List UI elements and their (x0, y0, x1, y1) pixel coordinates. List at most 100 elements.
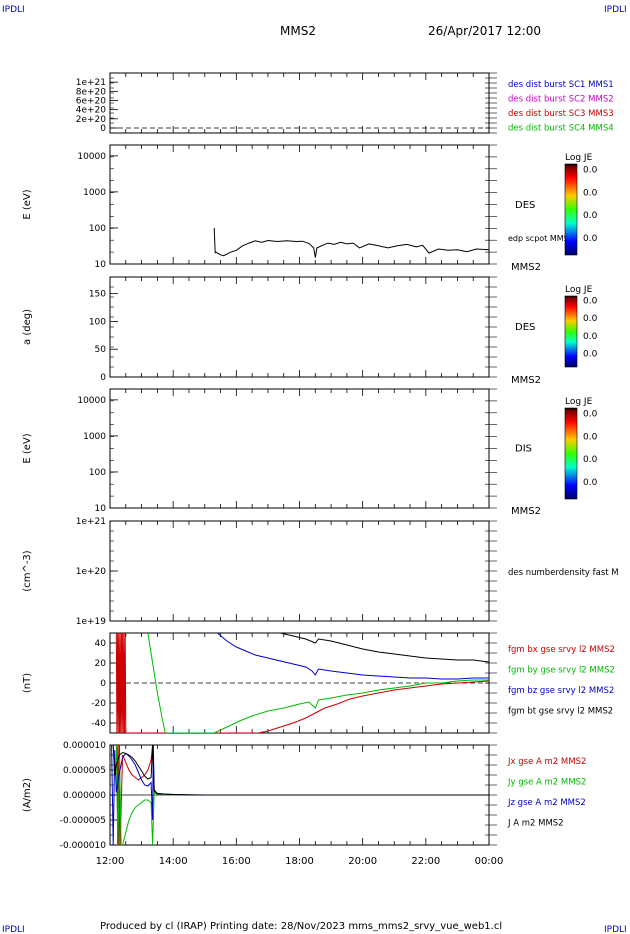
y-tick-label: 6e+20 (76, 97, 107, 107)
time-tick-label: 22:00 (411, 856, 440, 867)
colorbar-tick-label: 0.0 (583, 455, 598, 465)
y-axis-label: E (eV) (22, 189, 33, 219)
y-tick-label: -40 (91, 719, 106, 729)
legend-entry: des dist burst SC4 MMS4 (508, 124, 614, 134)
colorbar-tick-label: 0.0 (583, 350, 598, 360)
legend-entry: J A m2 MMS2 (507, 819, 564, 829)
y-axis-label: (nT) (22, 673, 33, 693)
y-tick-label: 0 (100, 124, 106, 134)
footer-credit: Produced by cl (IRAP) Printing date: 28/… (100, 921, 502, 932)
y-axis-label: E (eV) (22, 433, 33, 463)
y-tick-label: 150 (89, 290, 106, 300)
panel-frame-density (109, 520, 490, 622)
instrument-label: DES (515, 322, 535, 333)
legend-entry: des numberdensity fast M (508, 568, 619, 578)
colorbar-tick-label: 0.0 (583, 188, 598, 198)
legend-entry: Jx gse A m2 MMS2 (507, 757, 586, 767)
y-tick-label: -0.000010 (60, 841, 106, 851)
legend-entry: des dist burst SC3 MMS3 (508, 109, 614, 119)
y-tick-label: 0.000005 (63, 766, 106, 776)
colorbar-tick-label: 0.0 (583, 296, 598, 306)
y-tick-label: 2e+20 (76, 115, 107, 125)
y-tick-label: 1e+19 (76, 617, 107, 627)
legend-entry: fgm bt gse srvy l2 MMS2 (508, 707, 613, 717)
panel-frame-des-pitch (109, 276, 490, 378)
colorbar-tick-label: 0.0 (583, 314, 598, 324)
legend-entry: Jz gse A m2 MMS2 (507, 798, 586, 808)
spacecraft-label: MMS2 (511, 375, 541, 386)
y-tick-label: 1000 (83, 432, 106, 442)
panel-frame-dis-energy (109, 388, 490, 509)
legend-entry: des dist burst SC2 MMS2 (508, 95, 614, 105)
y-tick-label: 1e+21 (76, 78, 106, 88)
y-tick-label: -20 (91, 699, 106, 709)
y-tick-label: 0 (100, 373, 106, 383)
y-tick-label: 1e+21 (76, 517, 106, 527)
legend-entry: fgm bx gse srvy l2 MMS2 (508, 645, 615, 655)
colorbar (564, 295, 578, 368)
y-tick-label: 1e+20 (76, 567, 107, 577)
colorbar-tick-label: 0.0 (583, 332, 598, 342)
colorbar (564, 163, 578, 256)
corner-label-top-left: IPDLI (2, 5, 25, 15)
date-title: 26/Apr/2017 12:00 (428, 24, 541, 38)
colorbar-title: Log JE (565, 153, 593, 163)
series-line (147, 633, 489, 733)
panel-frame-des-energy (109, 144, 490, 265)
colorbar-tick-label: 0.0 (583, 478, 598, 488)
colorbar-tick-label: 0.0 (583, 166, 598, 176)
time-tick-label: 20:00 (348, 856, 377, 867)
corner-label-bottom-right: IPDLI (604, 925, 627, 934)
colorbar (564, 407, 578, 500)
colorbar-tick-label: 0.0 (583, 211, 598, 221)
y-tick-label: 50 (95, 345, 107, 355)
y-axis-label: (cm^-3) (22, 550, 33, 591)
colorbar-title: Log JE (565, 285, 593, 295)
spacecraft-label: MMS2 (511, 506, 541, 517)
y-tick-label: 1000 (83, 188, 106, 198)
time-tick-label: 18:00 (285, 856, 314, 867)
time-tick-label: 12:00 (96, 856, 125, 867)
legend-entry: Jy gse A m2 MMS2 (507, 778, 586, 788)
y-tick-label: 100 (89, 317, 106, 327)
y-axis-label: (A/m2) (22, 778, 33, 812)
y-tick-label: 0.000000 (63, 791, 106, 801)
y-tick-label: -0.000005 (60, 816, 106, 826)
y-tick-label: 10 (95, 504, 107, 514)
y-tick-label: 10000 (77, 152, 106, 162)
time-tick-label: 16:00 (222, 856, 251, 867)
y-tick-label: 10000 (77, 396, 106, 406)
legend-entry: fgm by gse srvy l2 MMS2 (508, 666, 615, 676)
y-tick-label: 100 (89, 224, 106, 234)
spacecraft-title: MMS2 (280, 24, 316, 38)
y-tick-label: 20 (95, 659, 107, 669)
series-line (115, 633, 489, 733)
y-tick-label: 40 (95, 639, 107, 649)
panel-frame-burst (109, 72, 490, 134)
y-tick-label: 4e+20 (76, 106, 107, 116)
instrument-label: DIS (515, 444, 532, 455)
legend-entry: fgm bz gse srvy l2 MMS2 (508, 686, 614, 696)
y-tick-label: 100 (89, 468, 106, 478)
instrument-label: DES (515, 200, 535, 211)
colorbar-tick-label: 0.0 (583, 410, 598, 420)
corner-label-top-right: IPDLI (604, 5, 627, 15)
y-tick-label: 10 (95, 260, 107, 270)
colorbar-tick-label: 0.0 (583, 234, 598, 244)
overlay-label: edp scpot MMS2 (508, 234, 574, 243)
legend-entry: des dist burst SC1 MMS1 (508, 80, 614, 90)
series-line (112, 745, 489, 796)
time-tick-label: 14:00 (159, 856, 188, 867)
y-axis-label: a (deg) (22, 309, 33, 345)
y-tick-label: 0 (100, 679, 106, 689)
y-tick-label: 8e+20 (76, 87, 107, 97)
series-line (217, 633, 489, 680)
spacecraft-label: MMS2 (511, 262, 541, 273)
corner-label-bottom-left: IPDLI (2, 925, 25, 934)
time-tick-label: 00:00 (475, 856, 504, 867)
colorbar-tick-label: 0.0 (583, 432, 598, 442)
y-tick-label: 0.000010 (63, 741, 106, 751)
series-line (280, 633, 489, 663)
